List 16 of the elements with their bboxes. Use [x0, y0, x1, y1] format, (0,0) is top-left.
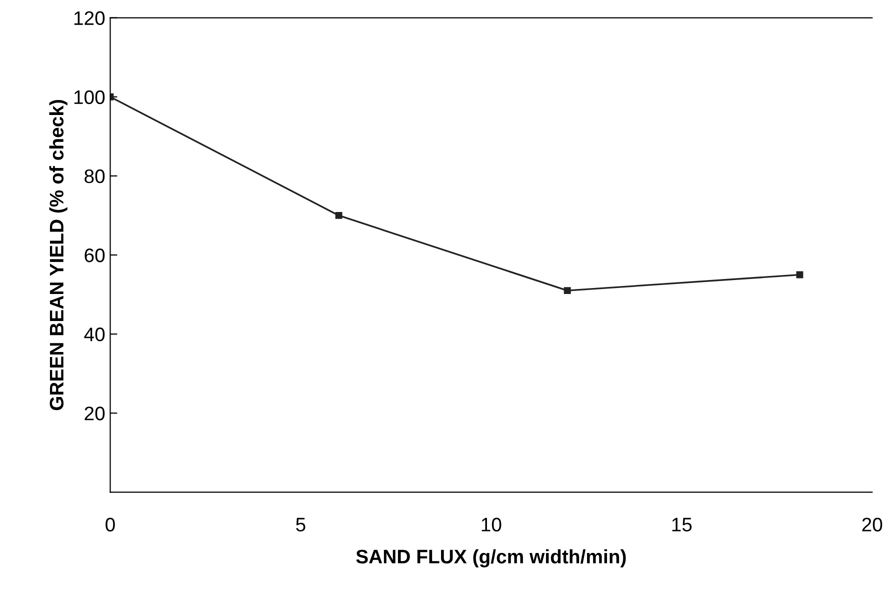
y-tick-label: 40	[84, 328, 105, 342]
x-tick-label: 5	[296, 518, 306, 532]
x-tick-label: 0	[106, 518, 115, 532]
y-tick-label: 60	[84, 248, 105, 262]
y-tick-label: 100	[74, 90, 105, 104]
x-tick-label: 20	[862, 518, 882, 532]
y-tick-label: 120	[74, 11, 105, 26]
x-axis-title: SAND FLUX (g/cm width/min)	[356, 549, 626, 568]
point	[335, 212, 342, 219]
x-tick-label: 10	[482, 518, 502, 532]
y-tick-label: 80	[84, 169, 105, 184]
point	[564, 287, 571, 294]
x-tick-label: 15	[672, 518, 692, 532]
point	[796, 271, 804, 278]
y-axis-title: GREEN BEAN YIELD (% of check)	[49, 100, 68, 410]
y-tick-label: 20	[84, 406, 105, 420]
